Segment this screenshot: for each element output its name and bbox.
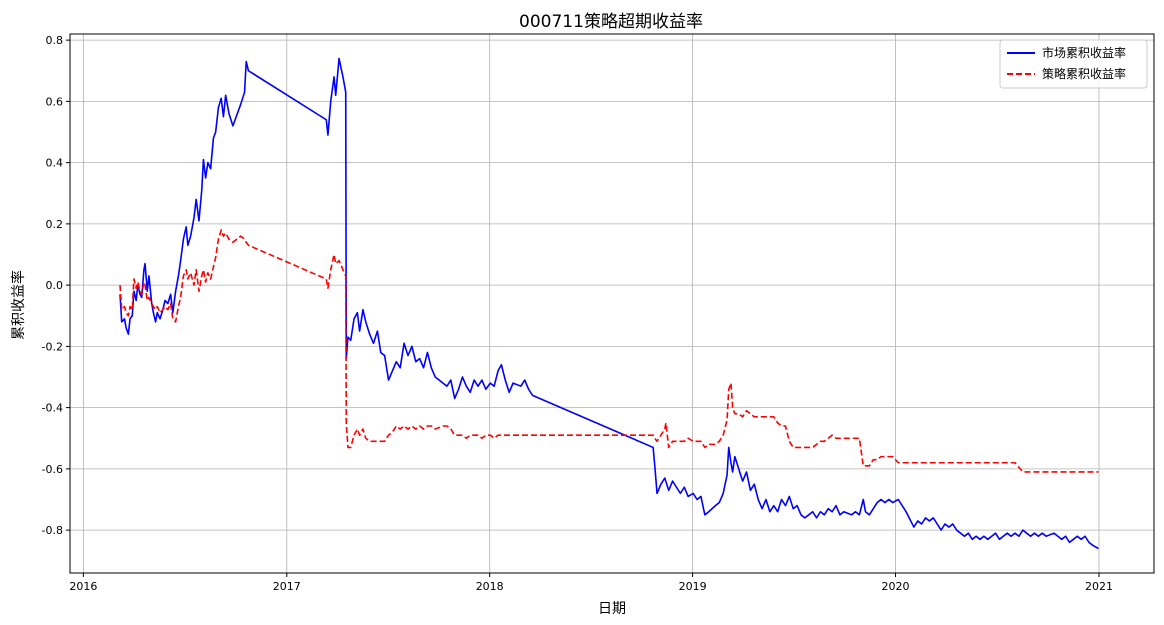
y-axis: -0.8 -0.6 -0.4 -0.2 0.0 0.2 0.4 0.6 0.8	[42, 34, 70, 537]
x-tick-label: 2017	[273, 580, 301, 593]
series-layer	[119, 57, 1099, 550]
y-axis-title: 累积收益率	[10, 270, 27, 340]
y-tick-label: 0.2	[46, 218, 64, 231]
y-tick-label: 0.0	[46, 279, 64, 292]
y-tick-label: -0.8	[42, 524, 63, 537]
legend-label-strategy: 策略累积收益率	[1042, 66, 1126, 81]
series-line-market	[119, 57, 1099, 550]
x-tick-label: 2020	[882, 580, 910, 593]
legend: 市场累积收益率 策略累积收益率	[999, 39, 1148, 89]
plot-area	[69, 33, 1155, 574]
x-axis-title: 日期	[598, 601, 626, 617]
y-tick-label: 0.8	[46, 34, 64, 47]
series-line-strategy	[119, 229, 1099, 473]
legend-box	[999, 39, 1148, 89]
x-tick-label: 2019	[679, 580, 707, 593]
x-tick-label: 2018	[476, 580, 504, 593]
grid	[70, 34, 1154, 573]
x-tick-label: 2016	[69, 580, 97, 593]
y-tick-label: 0.4	[46, 157, 64, 170]
y-tick-label: -0.4	[42, 402, 63, 415]
x-tick-label: 2021	[1085, 580, 1113, 593]
legend-label-market: 市场累积收益率	[1042, 45, 1126, 60]
x-axis: 2016 2017 2018 2019 2020 2021	[69, 573, 1113, 593]
y-tick-label: 0.6	[46, 95, 64, 108]
y-tick-label: -0.2	[42, 340, 63, 353]
y-tick-label: -0.6	[42, 463, 63, 476]
chart-title: 000711策略超期收益率	[519, 12, 703, 32]
